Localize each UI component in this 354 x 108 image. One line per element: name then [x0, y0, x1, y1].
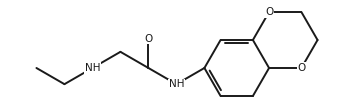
Text: O: O: [297, 63, 306, 73]
Text: O: O: [265, 7, 273, 17]
Text: NH: NH: [85, 63, 100, 73]
Text: O: O: [144, 34, 153, 44]
Text: NH: NH: [169, 79, 184, 89]
